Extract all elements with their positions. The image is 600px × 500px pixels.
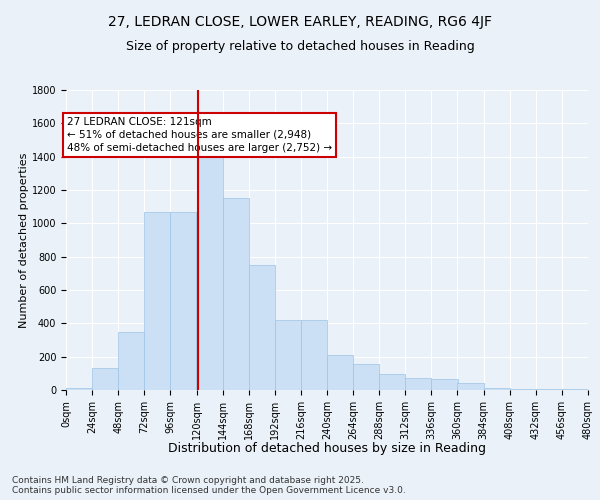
Bar — [197, 140, 223, 390]
Bar — [275, 320, 301, 390]
Bar — [170, 212, 196, 390]
Bar — [562, 389, 588, 390]
Bar — [536, 389, 562, 390]
Text: Size of property relative to detached houses in Reading: Size of property relative to detached ho… — [125, 40, 475, 53]
Bar — [223, 198, 249, 390]
Bar — [510, 389, 536, 390]
Bar — [327, 355, 353, 390]
Bar — [457, 382, 484, 390]
Bar — [406, 378, 431, 390]
Bar — [484, 388, 510, 390]
Bar — [431, 379, 458, 390]
Bar — [301, 320, 327, 390]
Text: 27, LEDRAN CLOSE, LOWER EARLEY, READING, RG6 4JF: 27, LEDRAN CLOSE, LOWER EARLEY, READING,… — [108, 15, 492, 29]
Text: Contains HM Land Registry data © Crown copyright and database right 2025.
Contai: Contains HM Land Registry data © Crown c… — [12, 476, 406, 495]
Y-axis label: Number of detached properties: Number of detached properties — [19, 152, 29, 328]
X-axis label: Distribution of detached houses by size in Reading: Distribution of detached houses by size … — [168, 442, 486, 455]
Bar — [145, 212, 170, 390]
Bar — [249, 265, 275, 390]
Bar — [66, 388, 92, 390]
Bar — [118, 332, 144, 390]
Bar — [379, 374, 406, 390]
Bar — [92, 368, 118, 390]
Text: 27 LEDRAN CLOSE: 121sqm
← 51% of detached houses are smaller (2,948)
48% of semi: 27 LEDRAN CLOSE: 121sqm ← 51% of detache… — [67, 116, 332, 153]
Bar — [353, 364, 379, 390]
